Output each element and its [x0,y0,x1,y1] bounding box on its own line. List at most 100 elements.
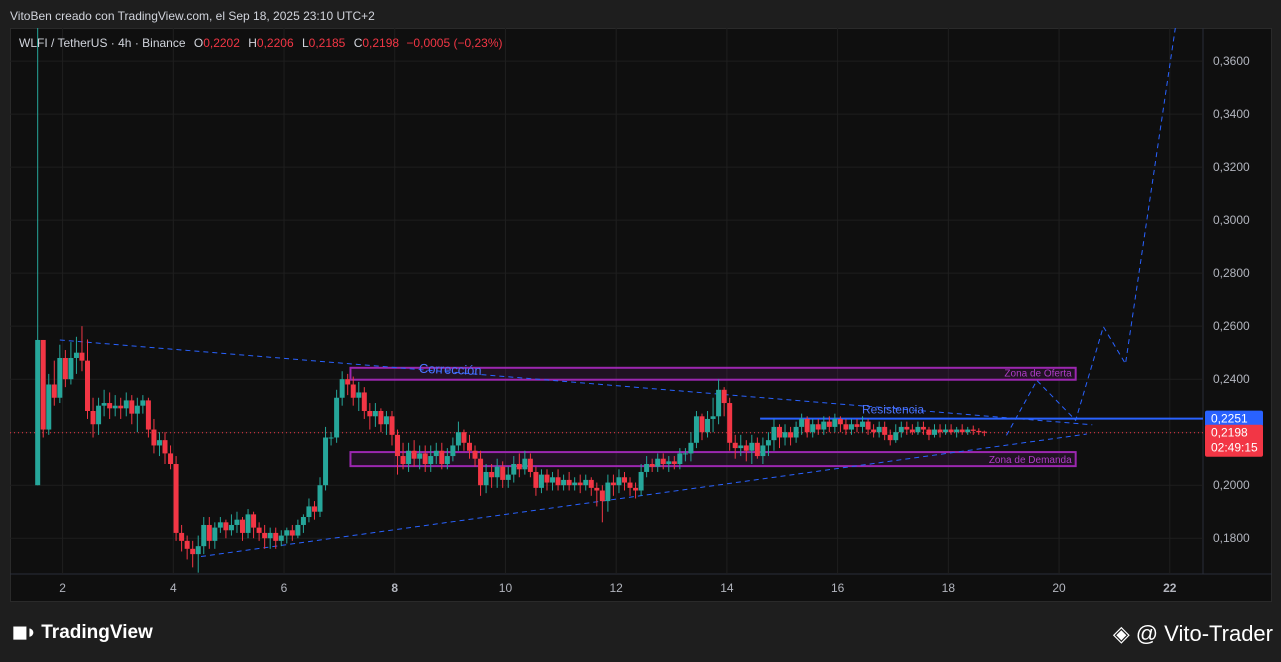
candle-up [101,403,107,406]
time-axis[interactable]: 2 4 6 8 10 12 14 16 18 20 22 [59,581,1177,595]
chart-panel[interactable] [10,28,1272,602]
candle-down [732,442,738,449]
candle-down [256,527,262,533]
candle-up [644,464,650,472]
candle-down [743,445,749,451]
resistance-price-tag [1205,410,1263,427]
candle-down [85,360,91,411]
candle-up [383,416,389,425]
candle-up [771,426,777,441]
candle-down [345,379,351,385]
time-tick-label: 20 [1052,581,1066,595]
candle-up [572,482,578,486]
candle-down [289,530,295,536]
candle-up [228,524,234,531]
candle-down [837,418,843,425]
zone-box [349,451,1077,468]
price-tick-label: 0,2800 [1213,266,1250,280]
candle-down [555,477,561,486]
candle-down [350,384,356,398]
candle-down [411,450,417,459]
drawings: Resistencia Corrección [10,28,1203,558]
price-tick-label: 0,3600 [1213,54,1250,68]
candle-down [361,392,367,411]
candle-down [544,474,550,483]
candle-down [395,434,401,457]
candle-down [804,418,810,433]
candle-up [522,458,528,470]
candle-down [948,429,954,433]
candle-down [173,464,179,533]
candle-up [655,458,661,467]
candle-down [439,450,445,465]
candle-up [356,392,362,398]
candle-up [57,357,63,398]
candle-down [577,482,583,486]
tv-logo-icon: ◼◗ [12,622,37,643]
price-tick-label: 0,3000 [1213,213,1250,227]
candle-up [73,352,79,358]
chart-header: VitoBen creado con TradingView.com, el S… [0,0,1281,30]
candle-up [832,418,838,427]
candle-up [538,474,544,488]
candle-down [389,416,395,435]
candle-down [51,384,57,398]
candle-up [638,471,644,491]
candle-up [550,477,556,483]
candle-up [760,445,766,457]
candle-up [876,426,882,433]
candle-down [145,400,151,430]
open-value: 0,2202 [203,36,240,50]
candle-up [278,535,284,541]
candle-up [932,429,938,435]
candle-down [633,487,639,491]
candle-up [749,442,755,451]
candle-up [112,405,118,409]
publish-credit: VitoBen creado con TradingView.com, el S… [10,9,375,23]
last-price-tag [1205,424,1263,457]
time-tick-label: 22 [1163,581,1177,595]
candle-up [898,426,904,433]
candle-down [184,540,190,549]
candle-up [821,421,827,430]
candle-down [826,421,832,427]
candle-down [976,430,982,433]
low-value: 0,2185 [308,36,346,50]
candle-down [422,453,428,465]
candle-down [970,429,976,431]
candle-down [627,482,633,488]
candle-up [417,453,423,459]
candle-up [195,546,201,555]
candle-up [710,416,716,419]
candle-up [793,426,799,438]
candle-down [854,424,860,427]
candle-up [306,506,312,518]
candle-up [428,456,434,465]
candle-down [240,519,246,533]
candle-down [489,471,495,478]
candle-up [323,437,329,486]
candle-down [516,464,522,470]
price-chart[interactable]: Zona de Oferta Zona de Demanda Resistenci… [10,28,1272,602]
candle-down [959,429,965,433]
candle-down [788,432,794,438]
candle-down [981,431,987,433]
candle-up [317,485,323,512]
candle-up [68,357,74,380]
tradingview-logo[interactable]: ◼◗ TradingView [12,621,153,644]
candle-down [79,352,85,361]
candle-up [688,442,694,454]
candle-up [738,445,744,449]
price-axis[interactable]: 0,18000,20000,22000,24000,26000,28000,30… [1213,54,1250,545]
zone-label: Zona de Demanda [989,455,1072,466]
annotation-text: Corrección [419,361,482,378]
candle-down [920,426,926,430]
candle-up [201,524,207,547]
candle-up [782,432,788,438]
trendline [59,339,1093,426]
price-tick-label: 0,2400 [1213,372,1250,386]
symbol-name[interactable]: WLFI / TetherUS · 4h · Binance [19,36,186,50]
candle-down [262,532,268,539]
candle-up [561,479,567,486]
